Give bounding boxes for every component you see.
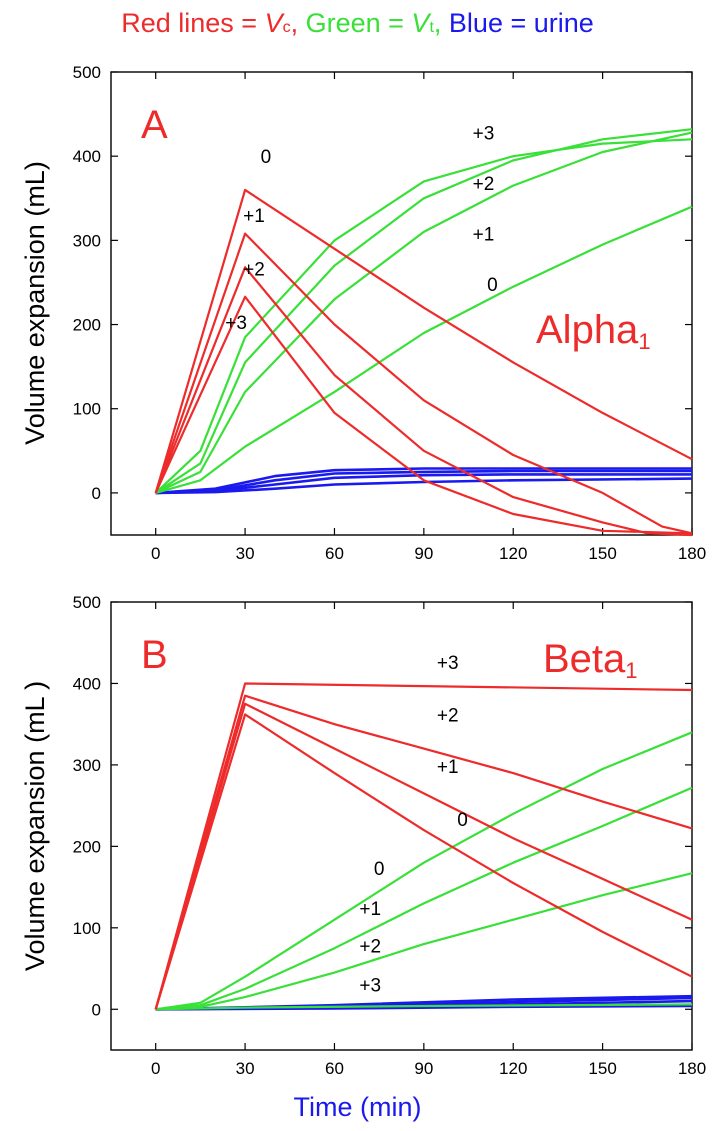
legend-red: Red lines = Vc, xyxy=(121,8,299,38)
panel-a-series-vt-+1 xyxy=(155,131,693,494)
panel-b-annotation-subscript: 1 xyxy=(625,658,637,683)
panel-a-y-tick-label: 500 xyxy=(73,63,101,82)
color-legend-header: Red lines = Vc, Green = Vt, Blue = urine xyxy=(0,6,715,45)
panel-a-series-vc-+3 xyxy=(154,295,693,535)
panel-a-y-tick-label: 300 xyxy=(73,231,101,250)
panel-a-series-vt-+3 xyxy=(154,138,693,494)
panel-a-series-urine-line xyxy=(155,477,693,495)
legend-green: Green = Vt, xyxy=(305,8,442,38)
panel-b-panel-letter: B xyxy=(141,633,168,677)
panel-b-curve-label: +3 xyxy=(437,653,459,674)
panel-a-y-axis-title: Volume expansion (mL) xyxy=(20,161,50,445)
panel-a-series-vc-+1 xyxy=(154,232,693,535)
panel-b-y-tick-label: 400 xyxy=(73,674,101,693)
panel-b-y-tick-label: 300 xyxy=(73,756,101,775)
panel-b-y-tick-label: 500 xyxy=(73,593,101,612)
panel-a-y-tick-label: 100 xyxy=(73,400,101,419)
panel-a-y-tick-label: 0 xyxy=(92,484,101,503)
panel-b-y-tick-label: 100 xyxy=(73,919,101,938)
panel-b-curve-label: +3 xyxy=(359,975,381,996)
panel-b-x-tick-label: 60 xyxy=(325,1059,344,1078)
panel-a-series-urine-line xyxy=(155,467,692,495)
panel-b-series-vt-+2 xyxy=(155,872,693,1011)
panel-b-curve-label: +1 xyxy=(437,757,459,778)
panel-b-y-axis-title: Volume expansion (mL ) xyxy=(20,681,50,971)
panel-b-x-tick-label: 150 xyxy=(588,1059,616,1078)
panel-b-curve-label: +2 xyxy=(437,706,459,727)
panel-b-x-tick-label: 30 xyxy=(236,1059,255,1078)
panel-a-axes-frame xyxy=(110,71,693,536)
panel-a-x-tick-label: 0 xyxy=(151,544,160,563)
panel-a-panel-letter: A xyxy=(141,103,168,147)
panel-b-x-tick-label: 180 xyxy=(678,1059,706,1078)
panel-a-x-tick-label: 30 xyxy=(236,544,255,563)
panel-b-x-tick-label: 0 xyxy=(151,1059,160,1078)
panel-a-x-tick-label: 60 xyxy=(325,544,344,563)
panel-a-x-tick-label: 150 xyxy=(588,544,616,563)
panel-b-curve-label: +2 xyxy=(359,936,381,957)
panel-b-x-tick-label: 120 xyxy=(499,1059,527,1078)
panel-a-y-tick-label: 400 xyxy=(73,147,101,166)
panel-b-series-urine-line xyxy=(155,1004,693,1011)
panel-b-x-tick-label: 90 xyxy=(414,1059,433,1078)
panel-b-curve-label: 0 xyxy=(457,810,468,831)
panel-a-curve-label: 0 xyxy=(487,275,498,296)
panel-b-series-vc-+1 xyxy=(154,702,693,1010)
panel-a-series-vc-0 xyxy=(154,188,693,494)
x-axis-title: Time (min) xyxy=(293,1092,422,1122)
panel-a-curve-label: +1 xyxy=(243,206,265,227)
panel-b-y-tick-label: 0 xyxy=(92,1000,101,1019)
panel-b-series-vt-+1 xyxy=(155,786,693,1011)
panel-a-x-tick-label: 120 xyxy=(499,544,527,563)
panel-a-curve-label: +2 xyxy=(473,174,495,195)
panel-a-curve-label: +2 xyxy=(243,260,265,281)
panel-b-y-tick-label: 200 xyxy=(73,837,101,856)
panel-b-curve-label: 0 xyxy=(374,859,385,880)
panel-b-axes-frame xyxy=(110,601,693,1051)
panel-a-x-tick-label: 180 xyxy=(678,544,706,563)
panel-b-annotation: Beta1 xyxy=(543,637,638,683)
panel-a-curve-label: 0 xyxy=(261,147,272,168)
panel-a-y-tick-label: 200 xyxy=(73,316,101,335)
panel-a-annotation: Alpha1 xyxy=(536,308,651,354)
panel-b-series-vt-0 xyxy=(155,731,693,1011)
panel-a-curve-label: +3 xyxy=(225,313,247,334)
legend-blue: Blue = urine xyxy=(448,8,594,38)
panel-a-annotation-subscript: 1 xyxy=(638,329,650,354)
panel-b-series-vc-+3 xyxy=(154,682,693,1010)
panel-a-x-tick-label: 90 xyxy=(414,544,433,563)
panel-b-series-vc-0 xyxy=(154,713,693,1010)
panel-b-curve-label: +1 xyxy=(359,899,381,920)
panel-a-series-vt-+2 xyxy=(155,128,693,494)
panel-a-curve-label: +3 xyxy=(473,123,495,144)
panel-b-series-vc-+2 xyxy=(154,694,693,1010)
panel-a-curve-label: +1 xyxy=(473,224,495,245)
panel-b-series-vt-+3 xyxy=(155,1003,693,1011)
